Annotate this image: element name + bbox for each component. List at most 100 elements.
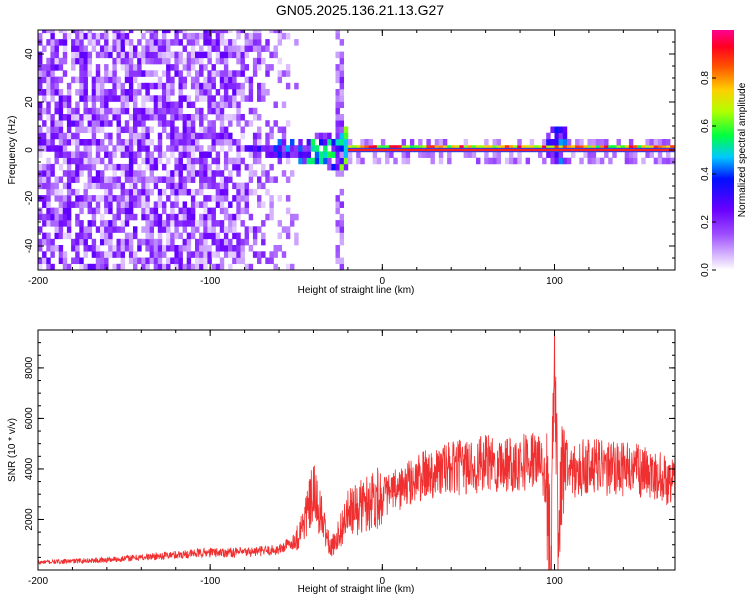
heatmap-cell: [54, 107, 59, 115]
heatmap-cell: [54, 57, 59, 65]
heatmap-cell: [248, 45, 254, 52]
heatmap-cell: [211, 101, 216, 109]
heatmap-cell: [104, 76, 109, 84]
heatmap-cell: [335, 70, 340, 77]
heatmap-cell: [62, 220, 68, 227]
heatmap-cell: [108, 107, 113, 115]
heatmap-cell: [38, 89, 43, 96]
heatmap-cell: [323, 151, 328, 158]
heatmap-cell: [207, 182, 212, 190]
heatmap-cell: [50, 145, 55, 152]
heatmap-cell: [116, 51, 121, 59]
heatmap-cell: [281, 132, 287, 140]
heatmap-cell: [232, 195, 237, 202]
heatmap-cell: [108, 245, 113, 252]
heatmap-cell: [203, 82, 208, 90]
heatmap-cell: [120, 201, 126, 208]
heatmap-cell: [228, 30, 233, 34]
heatmap-cell: [223, 238, 229, 246]
heatmap-cell: [195, 257, 200, 265]
heatmap-cell: [281, 170, 287, 177]
heatmap-cell: [190, 213, 196, 221]
heatmap-cell: [182, 30, 188, 34]
heatmap-cell: [50, 39, 55, 46]
heatmap-cell: [79, 95, 84, 102]
heatmap-cell: [62, 114, 68, 121]
heatmap-cell: [244, 263, 250, 270]
heatmap-cell: [203, 220, 208, 227]
heatmap-cell: [405, 151, 411, 158]
heatmap-cell: [95, 89, 101, 96]
heatmap-cell: [546, 132, 551, 140]
heatmap-cell: [294, 238, 299, 246]
heatmap-cell: [79, 139, 84, 146]
heatmap-cell: [314, 151, 320, 158]
heatmap-cell: [157, 251, 163, 258]
heatmap-cell: [211, 213, 216, 221]
heatmap-cell: [554, 126, 559, 134]
heatmap-cell: [137, 57, 142, 65]
heatmap-cell: [153, 95, 159, 102]
heatmap-cell: [661, 157, 667, 165]
heatmap-cell: [91, 220, 97, 227]
heatmap-cell: [128, 39, 134, 46]
heatmap-cell: [604, 151, 609, 158]
heatmap-cell: [277, 151, 283, 158]
heatmap-cell: [331, 145, 336, 152]
heatmap-cell: [538, 151, 543, 158]
heatmap-cell: [100, 238, 105, 246]
heatmap-cell: [141, 257, 146, 265]
heatmap-cell: [42, 95, 47, 102]
heatmap-cell: [339, 95, 345, 102]
heatmap-cell: [484, 151, 489, 158]
heatmap-cell: [240, 145, 245, 152]
heatmap-cell: [145, 126, 150, 134]
heatmap-cell: [62, 151, 68, 158]
heatmap-cell: [496, 151, 502, 158]
heatmap-cell: [58, 95, 64, 102]
heatmap-cell: [100, 232, 105, 240]
heatmap-cell: [223, 57, 229, 65]
heatmap-cell: [128, 176, 134, 183]
heatmap-cell: [83, 64, 88, 71]
heatmap-cell: [228, 238, 233, 246]
heatmap-cell: [38, 32, 43, 40]
heatmap-cell: [166, 120, 171, 127]
heatmap-cell: [248, 95, 254, 102]
heatmap-x-ticks: -200 -100 0 100: [28, 30, 659, 287]
heatmap-cell: [273, 145, 278, 152]
heatmap-cell: [211, 176, 216, 183]
heatmap-cell: [517, 151, 522, 158]
heatmap-cell: [199, 213, 204, 221]
heatmap-cell: [141, 195, 146, 202]
heatmap-cell: [174, 101, 179, 109]
y-tick-label: 2000: [24, 508, 35, 531]
heatmap-cell: [657, 151, 663, 158]
heatmap-cell: [58, 151, 64, 158]
heatmap-cell: [91, 163, 97, 171]
heatmap-cell: [100, 251, 105, 258]
heatmap-cell: [124, 76, 130, 84]
heatmap-cell: [104, 163, 109, 171]
heatmap-cell: [219, 182, 225, 190]
heatmap-cell: [42, 163, 47, 171]
heatmap-cell: [120, 145, 126, 152]
heatmap-cell: [207, 57, 212, 65]
heatmap-cell: [203, 232, 208, 240]
heatmap-cell: [149, 107, 155, 115]
heatmap-cell: [182, 32, 188, 40]
heatmap-cell: [79, 51, 84, 59]
heatmap-cell: [265, 64, 270, 71]
heatmap-cell: [153, 176, 159, 183]
heatmap-cell: [277, 245, 283, 252]
heatmap-cell: [71, 139, 76, 146]
heatmap-cell: [203, 263, 208, 270]
heatmap-cell: [54, 151, 59, 158]
heatmap-cell: [211, 238, 216, 246]
heatmap-cell: [108, 251, 113, 258]
heatmap-cell: [290, 139, 295, 146]
heatmap-cell: [290, 263, 295, 270]
heatmap-cell: [203, 51, 208, 59]
heatmap-cell: [174, 70, 179, 77]
heatmap-cell: [162, 251, 167, 258]
